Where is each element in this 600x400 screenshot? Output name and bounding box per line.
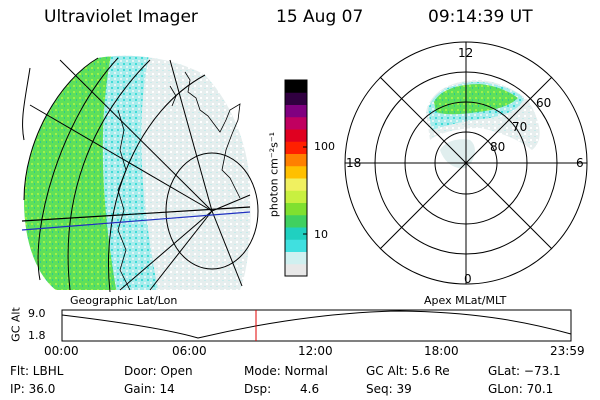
altitude-ytick-1-8: 1.8 (28, 329, 46, 342)
colorbar-segment (285, 141, 307, 154)
altitude-ylabel: GC Alt (9, 307, 23, 342)
mlat-label-70: 70 (512, 120, 528, 134)
ip-status: IP: 36.0 (10, 382, 56, 396)
colorbar-segment (285, 214, 307, 228)
mlat-label-60: 60 (536, 96, 552, 110)
colorbar-segment (285, 239, 307, 252)
altitude-xtick-1800: 18:00 (424, 344, 459, 358)
altitude-xtick-0000: 00:00 (44, 344, 79, 358)
mlt-label-0: 0 (464, 272, 472, 286)
mlt-label-6: 6 (576, 156, 584, 170)
dsp-label: Dsp: (244, 382, 272, 396)
polar-panel-caption: Apex MLat/MLT (424, 294, 507, 307)
colorbar-segment (285, 178, 307, 191)
colorbar-segment (285, 116, 307, 130)
geo-grid-lines (22, 57, 259, 293)
mode-status: Mode: Normal (244, 364, 328, 378)
colorbar-tick-100: 100 (314, 140, 335, 153)
mlt-label-12: 12 (458, 46, 474, 60)
filter-status: Flt: LBHL (10, 364, 64, 378)
instrument-title: Ultraviolet Imager (44, 7, 198, 27)
altitude-plot-frame (61, 309, 572, 342)
colorbar-segment (285, 263, 307, 277)
colorbar-segment (285, 153, 307, 167)
colorbar-segment (285, 202, 307, 216)
colorbar-segment (285, 129, 307, 142)
altitude-ytick-9: 9.0 (28, 307, 46, 320)
colorbar-segment (285, 92, 307, 105)
gain-status: Gain: 14 (124, 382, 175, 396)
altitude-curve (61, 310, 572, 339)
colorbar-segment (285, 165, 307, 179)
colorbar-tick-10: 10 (314, 228, 328, 241)
polar-grid (344, 41, 588, 285)
altitude-xtick-1200: 12:00 (298, 344, 333, 358)
colorbar-segment (285, 80, 307, 93)
door-status: Door: Open (124, 364, 193, 378)
glat-status: GLat: −73.1 (488, 364, 561, 378)
colorbar-segment (285, 251, 307, 265)
geo-coastlines (117, 71, 241, 291)
colorbar-segment (285, 104, 307, 118)
colorbar-segment (285, 190, 307, 203)
observation-date: 15 Aug 07 (276, 7, 364, 27)
colorbar-segment (285, 227, 307, 240)
geo-satellite-track (21, 206, 251, 231)
mlat-label-80: 80 (490, 140, 506, 154)
altitude-xtick-0600: 06:00 (172, 344, 207, 358)
colorbar-frame (284, 79, 308, 277)
dsp-value: 4.6 (300, 382, 320, 396)
observation-time: 09:14:39 UT (428, 7, 533, 27)
glon-status: GLon: 70.1 (488, 382, 554, 396)
seq-status: Seq: 39 (366, 382, 412, 396)
altitude-xtick-2359: 23:59 (550, 344, 585, 358)
mlt-label-18: 18 (346, 156, 362, 170)
gc-alt-status: GC Alt: 5.6 Re (366, 364, 450, 378)
geo-panel-caption: Geographic Lat/Lon (70, 294, 178, 307)
